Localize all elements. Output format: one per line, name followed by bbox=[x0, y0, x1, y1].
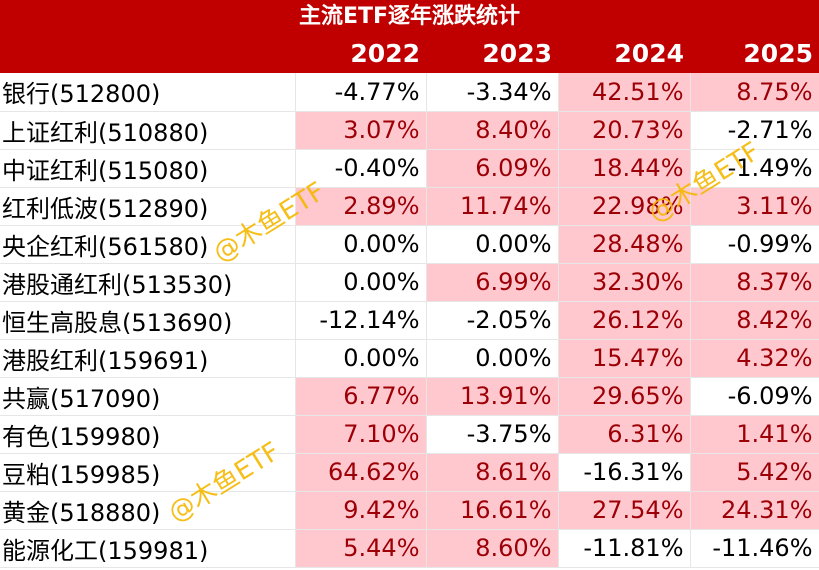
return-cell-2023: 6.99% bbox=[426, 263, 559, 302]
return-cell-2024: 6.31% bbox=[558, 415, 691, 454]
table-row: 恒生高股息(513690) -12.14% -2.05% 26.12% 8.42% bbox=[0, 301, 819, 340]
return-cell-2024: 42.51% bbox=[558, 73, 691, 112]
return-cell-2025: -11.46% bbox=[690, 529, 819, 568]
return-cell-2024: 28.48% bbox=[558, 225, 691, 264]
table-title: 主流ETF逐年涨跌统计 bbox=[0, 0, 819, 34]
return-cell-2022: -0.40% bbox=[295, 149, 427, 188]
return-cell-2024: 27.54% bbox=[558, 491, 691, 530]
return-cell-2025: 8.42% bbox=[690, 301, 819, 340]
return-cell-2023: 11.74% bbox=[426, 187, 559, 226]
return-cell-2025: -1.49% bbox=[690, 149, 819, 188]
return-cell-2024: -16.31% bbox=[558, 453, 691, 492]
etf-name-cell: 上证红利(510880) bbox=[0, 111, 296, 150]
return-cell-2022: -4.77% bbox=[295, 73, 427, 112]
return-cell-2022: 7.10% bbox=[295, 415, 427, 454]
etf-name-cell: 有色(159980) bbox=[0, 415, 296, 454]
return-cell-2023: 0.00% bbox=[426, 225, 559, 264]
table-row: 港股红利(159691) 0.00% 0.00% 15.47% 4.32% bbox=[0, 339, 819, 378]
return-cell-2023: -2.05% bbox=[426, 301, 559, 340]
return-cell-2025: 8.75% bbox=[690, 73, 819, 112]
table-row: 共赢(517090) 6.77% 13.91% 29.65% -6.09% bbox=[0, 377, 819, 416]
etf-name-cell: 港股通红利(513530) bbox=[0, 263, 296, 302]
return-cell-2025: 4.32% bbox=[690, 339, 819, 378]
return-cell-2023: -3.34% bbox=[426, 73, 559, 112]
return-cell-2025: -2.71% bbox=[690, 111, 819, 150]
return-cell-2024: 29.65% bbox=[558, 377, 691, 416]
return-cell-2023: 0.00% bbox=[426, 339, 559, 378]
table-row: 银行(512800) -4.77% -3.34% 42.51% 8.75% bbox=[0, 73, 819, 112]
etf-name-cell: 豆粕(159985) bbox=[0, 453, 296, 492]
return-cell-2022: 6.77% bbox=[295, 377, 427, 416]
etf-name-cell: 黄金(518880) bbox=[0, 491, 296, 530]
return-cell-2023: -3.75% bbox=[426, 415, 559, 454]
table-row: 央企红利(561580) 0.00% 0.00% 28.48% -0.99% bbox=[0, 225, 819, 264]
return-cell-2024: 22.98% bbox=[558, 187, 691, 226]
return-cell-2025: 1.41% bbox=[690, 415, 819, 454]
return-cell-2024: 18.44% bbox=[558, 149, 691, 188]
return-cell-2023: 8.61% bbox=[426, 453, 559, 492]
table-row: 黄金(518880) 9.42% 16.61% 27.54% 24.31% bbox=[0, 491, 819, 530]
year-header-2023: 2023 bbox=[426, 34, 558, 73]
table-row: 港股通红利(513530) 0.00% 6.99% 32.30% 8.37% bbox=[0, 263, 819, 302]
return-cell-2025: 5.42% bbox=[690, 453, 819, 492]
return-cell-2023: 8.40% bbox=[426, 111, 559, 150]
return-cell-2023: 16.61% bbox=[426, 491, 559, 530]
name-column-header bbox=[0, 34, 295, 73]
return-cell-2025: -6.09% bbox=[690, 377, 819, 416]
return-cell-2022: 5.44% bbox=[295, 529, 427, 568]
return-cell-2022: 3.07% bbox=[295, 111, 427, 150]
table-row: 能源化工(159981) 5.44% 8.60% -11.81% -11.46% bbox=[0, 529, 819, 568]
table-row: 红利低波(512890) 2.89% 11.74% 22.98% 3.11% bbox=[0, 187, 819, 226]
return-cell-2023: 8.60% bbox=[426, 529, 559, 568]
return-cell-2022: 0.00% bbox=[295, 263, 427, 302]
etf-returns-table: 2022 2023 2024 2025 银行(512800) -4.77% -3.3… bbox=[0, 34, 819, 568]
return-cell-2022: 0.00% bbox=[295, 225, 427, 264]
return-cell-2024: 26.12% bbox=[558, 301, 691, 340]
year-header-2024: 2024 bbox=[558, 34, 690, 73]
return-cell-2024: 20.73% bbox=[558, 111, 691, 150]
return-cell-2023: 13.91% bbox=[426, 377, 559, 416]
etf-name-cell: 共赢(517090) bbox=[0, 377, 296, 416]
year-header-row: 2022 2023 2024 2025 bbox=[0, 34, 819, 73]
return-cell-2024: -11.81% bbox=[558, 529, 691, 568]
year-header-2022: 2022 bbox=[295, 34, 426, 73]
return-cell-2022: 0.00% bbox=[295, 339, 427, 378]
return-cell-2023: 6.09% bbox=[426, 149, 559, 188]
table-row: 上证红利(510880) 3.07% 8.40% 20.73% -2.71% bbox=[0, 111, 819, 150]
etf-name-cell: 央企红利(561580) bbox=[0, 225, 296, 264]
return-cell-2022: 2.89% bbox=[295, 187, 427, 226]
table-row: 中证红利(515080) -0.40% 6.09% 18.44% -1.49% bbox=[0, 149, 819, 188]
etf-name-cell: 能源化工(159981) bbox=[0, 529, 296, 568]
return-cell-2022: 9.42% bbox=[295, 491, 427, 530]
return-cell-2025: -0.99% bbox=[690, 225, 819, 264]
return-cell-2022: 64.62% bbox=[295, 453, 427, 492]
table-row: 有色(159980) 7.10% -3.75% 6.31% 1.41% bbox=[0, 415, 819, 454]
return-cell-2025: 8.37% bbox=[690, 263, 819, 302]
year-header-2025: 2025 bbox=[690, 34, 819, 73]
return-cell-2025: 3.11% bbox=[690, 187, 819, 226]
etf-name-cell: 恒生高股息(513690) bbox=[0, 301, 296, 340]
return-cell-2024: 15.47% bbox=[558, 339, 691, 378]
etf-name-cell: 中证红利(515080) bbox=[0, 149, 296, 188]
return-cell-2022: -12.14% bbox=[295, 301, 427, 340]
etf-name-cell: 红利低波(512890) bbox=[0, 187, 296, 226]
return-cell-2024: 32.30% bbox=[558, 263, 691, 302]
table-row: 豆粕(159985) 64.62% 8.61% -16.31% 5.42% bbox=[0, 453, 819, 492]
etf-name-cell: 银行(512800) bbox=[0, 73, 296, 112]
return-cell-2025: 24.31% bbox=[690, 491, 819, 530]
etf-name-cell: 港股红利(159691) bbox=[0, 339, 296, 378]
